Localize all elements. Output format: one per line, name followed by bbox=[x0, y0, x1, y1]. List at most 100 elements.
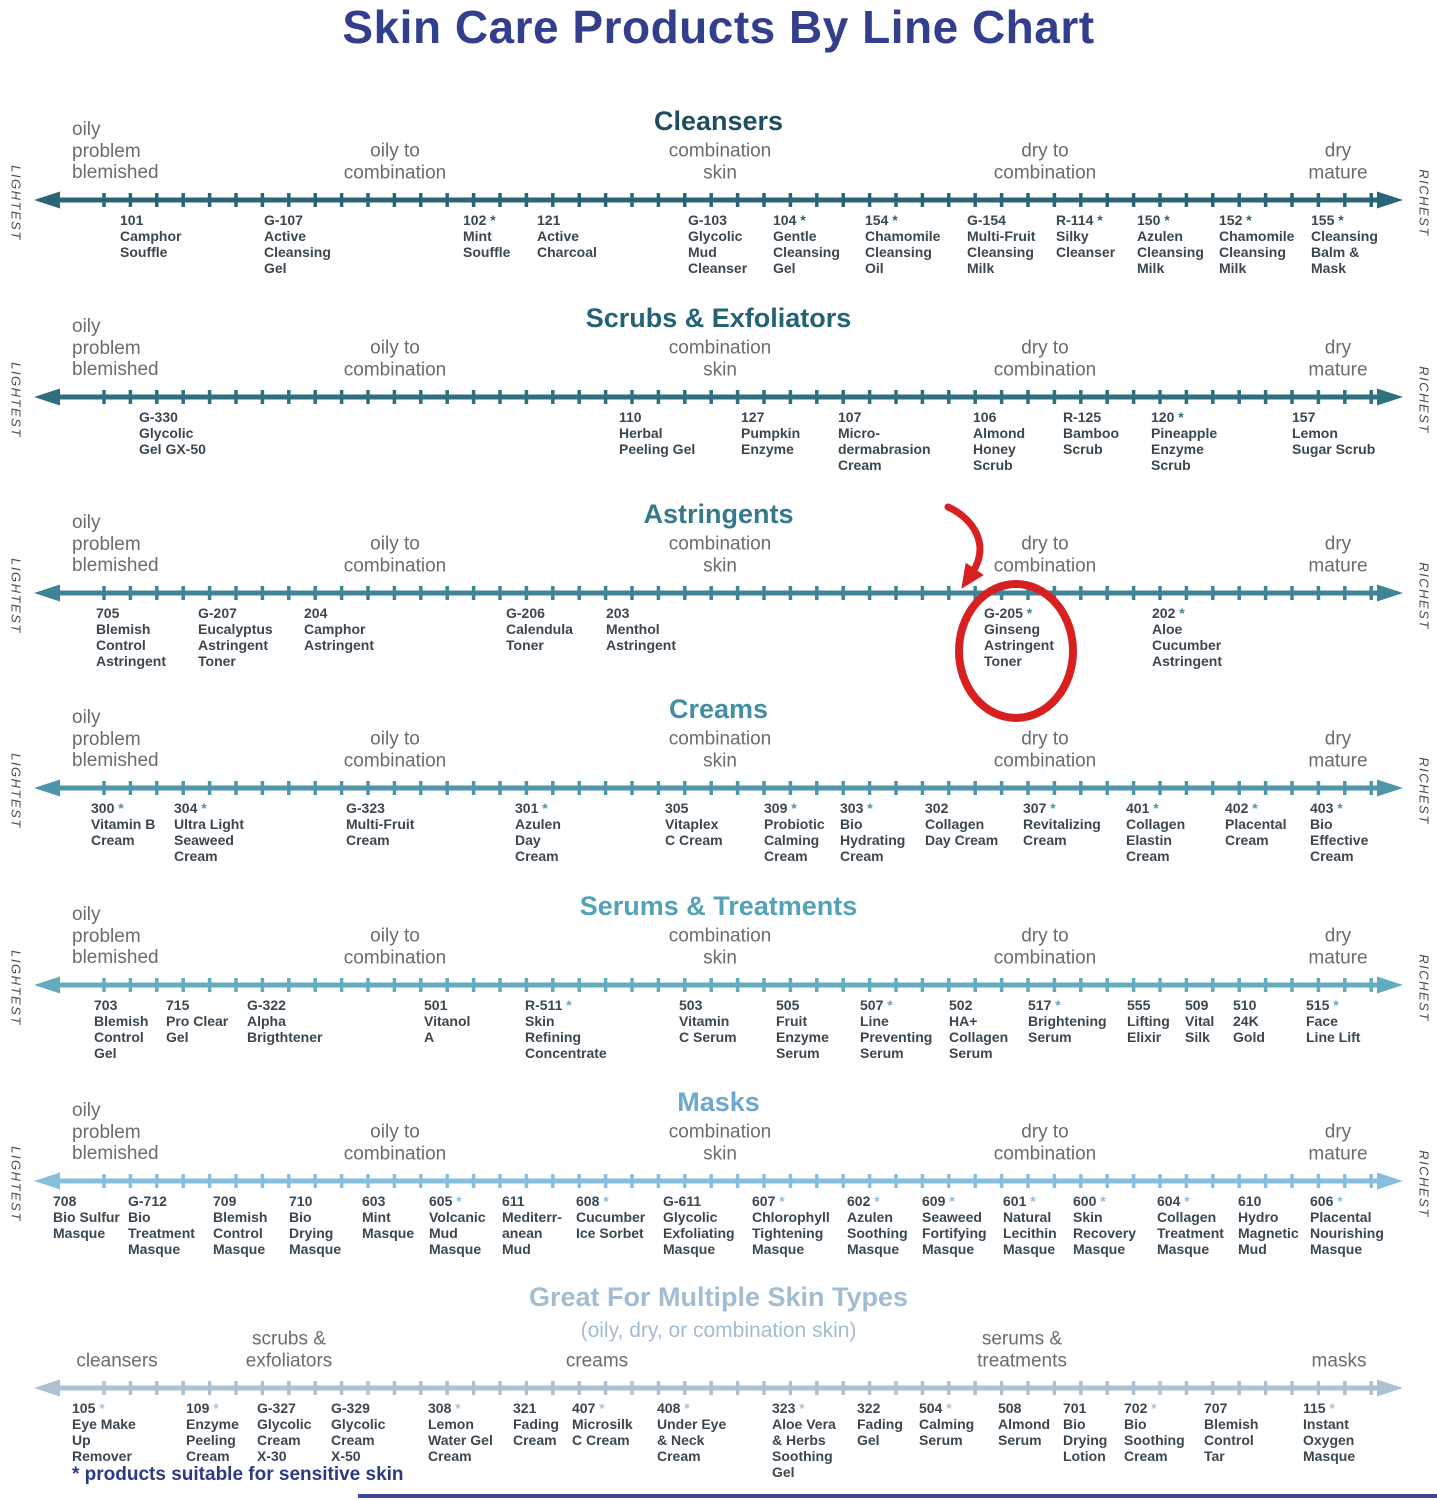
lightest-label: LIGHTEST bbox=[8, 558, 24, 634]
sensitive-asterisk: * bbox=[1174, 409, 1184, 425]
product-G-207: G-207 Eucalyptus Astringent Toner bbox=[198, 605, 273, 669]
product-name: Pro Clear Gel bbox=[166, 1013, 229, 1046]
product-G-611: G-611 Glycolic Exfoliating Masque bbox=[663, 1193, 735, 1257]
product-name: Lifting Elixir bbox=[1127, 1013, 1170, 1046]
product-code: G-207 bbox=[198, 605, 237, 621]
product-name: Natural Lecithin Masque bbox=[1003, 1209, 1057, 1258]
sensitive-asterisk: * bbox=[95, 1400, 105, 1416]
product-603: 603 Mint Masque bbox=[362, 1193, 414, 1241]
product-157: 157 Lemon Sugar Scrub bbox=[1292, 409, 1375, 457]
timeline-masks bbox=[34, 1172, 1403, 1190]
product-name: Camphor Astringent bbox=[304, 621, 374, 654]
product-name: Hydro Magnetic Mud bbox=[1238, 1209, 1299, 1258]
product-code: 104 * bbox=[773, 212, 806, 228]
product-120: 120 * Pineapple Enzyme Scrub bbox=[1151, 409, 1217, 473]
product-code: 152 * bbox=[1219, 212, 1252, 228]
product-code: 120 * bbox=[1151, 409, 1184, 425]
product-code: R-125 bbox=[1063, 409, 1102, 425]
sensitive-asterisk: * bbox=[1325, 1400, 1335, 1416]
product-name: Lemon Water Gel Cream bbox=[428, 1416, 493, 1465]
product-name: Cleansing Balm & Mask bbox=[1311, 228, 1378, 277]
product-code: 601 * bbox=[1003, 1193, 1036, 1209]
sensitive-asterisk: * bbox=[1334, 212, 1344, 228]
section-title-multiple-skin-types: Great For Multiple Skin Types bbox=[528, 1282, 909, 1312]
product-name: Bio Treatment Masque bbox=[128, 1209, 195, 1258]
product-code: 602 * bbox=[847, 1193, 880, 1209]
product-600: 600 * Skin Recovery Masque bbox=[1073, 1193, 1136, 1257]
axis-label: oily problem blemished bbox=[72, 316, 159, 381]
section-title-masks: Masks bbox=[677, 1087, 760, 1117]
product-name: Active Cleansing Gel bbox=[264, 228, 331, 277]
product-code: 503 bbox=[679, 997, 703, 1013]
product-code: 705 bbox=[96, 605, 120, 621]
product-code: 127 bbox=[741, 409, 765, 425]
product-G-103: G-103 Glycolic Mud Cleanser bbox=[688, 212, 747, 276]
richest-label: RICHEST bbox=[1416, 562, 1432, 630]
product-code: 150 * bbox=[1137, 212, 1170, 228]
product-508: 508 Almond Serum bbox=[998, 1400, 1050, 1448]
product-name: Multi-Fruit Cream bbox=[346, 816, 415, 849]
product-504: 504 * Calming Serum bbox=[919, 1400, 974, 1448]
product-707: 707 Blemish Control Tar bbox=[1204, 1400, 1258, 1464]
product-code: 109 * bbox=[186, 1400, 219, 1416]
product-G-330: G-330 Glycolic Gel GX-50 bbox=[139, 409, 206, 457]
axis-label: masks bbox=[1311, 1350, 1367, 1372]
product-G-206: G-206 Calendula Toner bbox=[506, 605, 573, 653]
product-code: 308 * bbox=[428, 1400, 461, 1416]
product-code: 611 bbox=[502, 1193, 525, 1209]
product-name: Pineapple Enzyme Scrub bbox=[1151, 425, 1218, 474]
product-name: Active Charcoal bbox=[537, 228, 597, 261]
product-code: 508 bbox=[998, 1400, 1022, 1416]
product-G-327: G-327 Glycolic Cream X-30 bbox=[257, 1400, 311, 1464]
product-708: 708 Bio Sulfur Masque bbox=[53, 1193, 120, 1241]
sensitive-asterisk: * bbox=[114, 800, 124, 816]
sensitive-asterisk: * bbox=[1149, 800, 1159, 816]
product-510: 510 24K Gold bbox=[1233, 997, 1265, 1045]
sensitive-asterisk: * bbox=[595, 1400, 605, 1416]
product-code: G-611 bbox=[663, 1193, 702, 1209]
product-name: Glycolic Exfoliating Masque bbox=[663, 1209, 735, 1258]
product-154: 154 * Chamomile Cleansing Oil bbox=[865, 212, 940, 276]
product-code: 610 bbox=[1238, 1193, 1262, 1209]
product-name: Under Eye & Neck Cream bbox=[657, 1416, 727, 1465]
product-code: R-511 * bbox=[525, 997, 572, 1013]
axis-label: dry mature bbox=[1308, 925, 1368, 969]
timeline-creams bbox=[34, 779, 1403, 797]
product-127: 127 Pumpkin Enzyme bbox=[741, 409, 800, 457]
product-name: Mint Souffle bbox=[463, 228, 511, 261]
product-code: R-114 * bbox=[1056, 212, 1103, 228]
section-title-astringents: Astringents bbox=[643, 499, 794, 529]
product-110: 110 Herbal Peeling Gel bbox=[619, 409, 695, 457]
section-subtitle-multiple-skin-types: (oily, dry, or combination skin) bbox=[580, 1319, 857, 1342]
product-309: 309 * Probiotic Calming Cream bbox=[764, 800, 825, 864]
product-code: 501 bbox=[424, 997, 448, 1013]
axis-label: oily problem blemished bbox=[72, 707, 159, 772]
sensitive-asterisk: * bbox=[1022, 605, 1033, 621]
product-code: 323 * bbox=[772, 1400, 805, 1416]
product-code: 202 * bbox=[1152, 605, 1185, 621]
product-name: Aloe Cucumber Astringent bbox=[1152, 621, 1222, 670]
product-115: 115 * Instant Oxygen Masque bbox=[1303, 1400, 1355, 1464]
product-code: 309 * bbox=[764, 800, 797, 816]
product-name: Azulen Day Cream bbox=[515, 816, 561, 865]
product-code: 304 * bbox=[174, 800, 207, 816]
axis-label: combination skin bbox=[668, 533, 772, 577]
product-code: 305 bbox=[665, 800, 689, 816]
product-name: Collagen Elastin Cream bbox=[1126, 816, 1186, 865]
product-name: HA+ Collagen Serum bbox=[949, 1013, 1009, 1062]
axis-label: dry to combination bbox=[993, 925, 1097, 969]
sensitive-asterisk: * bbox=[1147, 1400, 1157, 1416]
product-code: 505 bbox=[776, 997, 800, 1013]
axis-label: oily to combination bbox=[343, 925, 447, 969]
product-name: Herbal Peeling Gel bbox=[619, 425, 696, 458]
axis-label: oily to combination bbox=[343, 533, 447, 577]
product-name: Revitalizing Cream bbox=[1023, 816, 1101, 849]
product-407: 407 * Microsilk C Cream bbox=[572, 1400, 633, 1448]
lightest-label: LIGHTEST bbox=[8, 362, 24, 438]
product-502: 502 HA+ Collagen Serum bbox=[949, 997, 1008, 1061]
product-555: 555 Lifting Elixir bbox=[1127, 997, 1170, 1045]
sensitive-asterisk: * bbox=[1329, 997, 1339, 1013]
product-code: 608 * bbox=[576, 1193, 609, 1209]
product-name: Placental Nourishing Masque bbox=[1310, 1209, 1384, 1258]
axis-label: oily to combination bbox=[343, 140, 447, 184]
